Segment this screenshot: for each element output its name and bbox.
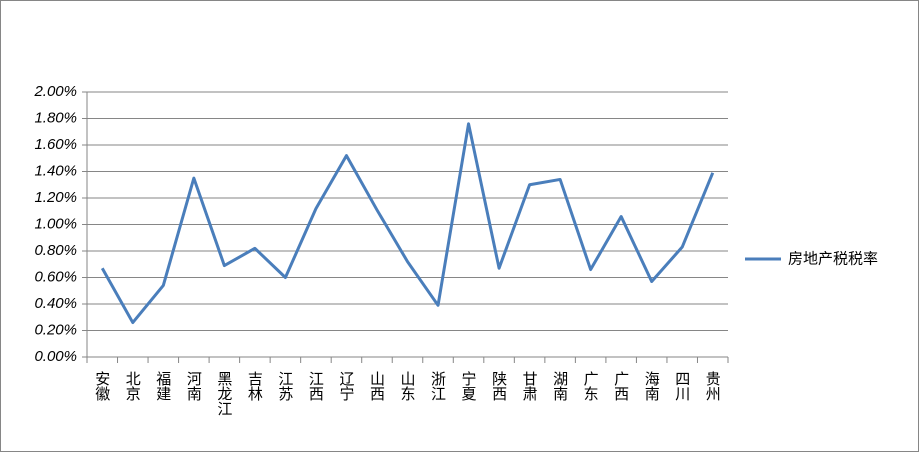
x-tick-label: 湖南 (551, 371, 569, 401)
y-tick-label: 1.40% (34, 162, 77, 179)
y-tick-label: 0.20% (34, 321, 77, 338)
x-tick-label: 河南 (185, 371, 203, 401)
x-tick-label: 江苏 (276, 371, 294, 402)
y-tick-label: 1.80% (34, 109, 77, 126)
x-tick-label: 北京 (124, 371, 142, 402)
x-tick-label: 甘肃 (521, 371, 539, 401)
x-tick-label: 黑龙江 (215, 371, 233, 416)
x-tick-label: 四川 (673, 371, 691, 401)
legend-label: 房地产税税率 (788, 250, 878, 268)
x-tick-label: 陕西 (490, 371, 508, 401)
y-tick-label: 1.20% (34, 189, 77, 206)
y-tick-label: 0.80% (34, 242, 77, 259)
x-tick-label: 吉林 (246, 371, 264, 401)
y-tick-label: 0.40% (34, 295, 77, 312)
y-tick-label: 0.60% (34, 268, 77, 285)
x-tick-label: 安徽 (93, 371, 111, 401)
y-tick-label: 1.00% (34, 215, 77, 232)
y-tick-label: 0.00% (34, 348, 77, 365)
y-tick-label: 1.60% (34, 136, 77, 153)
series-line (100, 122, 715, 325)
x-tick-label: 辽宁 (337, 371, 355, 401)
x-tick-label: 贵州 (704, 371, 722, 401)
x-tick-label: 广东 (582, 371, 600, 401)
x-tick-label: 山西 (368, 371, 386, 401)
x-tick-label: 海南 (643, 371, 661, 401)
x-tick-label: 福建 (154, 371, 172, 401)
x-tick-label: 浙江 (429, 371, 447, 401)
y-tick-label: 2.00% (33, 83, 77, 100)
x-tick-label: 广西 (612, 371, 630, 401)
x-tick-label: 山东 (399, 371, 417, 401)
x-tick-label: 宁夏 (460, 371, 478, 401)
x-tick-label: 江西 (307, 371, 325, 401)
